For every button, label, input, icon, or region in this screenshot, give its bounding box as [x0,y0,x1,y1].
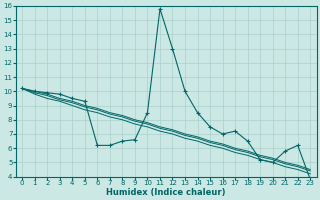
X-axis label: Humidex (Indice chaleur): Humidex (Indice chaleur) [107,188,226,197]
